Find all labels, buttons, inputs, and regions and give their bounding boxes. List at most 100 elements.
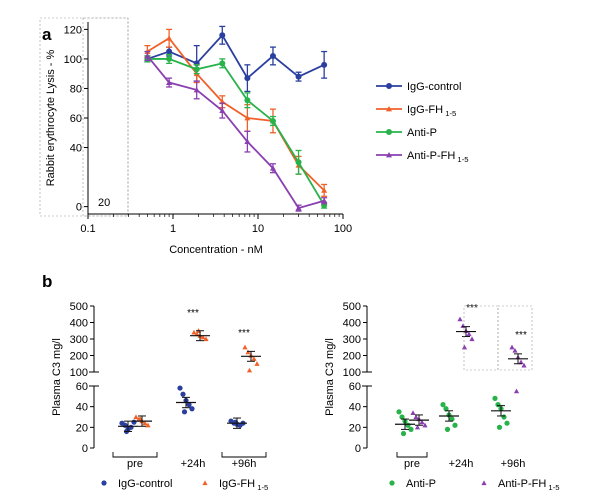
y-tick-label: 40 [76, 402, 88, 414]
panel-b-left-scatter: 100 200 300 400 500 0 20 40 60 Plasma C3 mg/l pre +… [51, 301, 268, 492]
category-label-96h: +96h [501, 458, 526, 470]
data-point [181, 409, 188, 415]
series-line [146, 37, 325, 192]
data-point [180, 391, 186, 397]
y-tick-label: 0 [76, 202, 82, 214]
data-point [408, 426, 414, 432]
data-point [400, 430, 407, 437]
y-tick-label: 400 [70, 318, 88, 330]
legend-label: Anti-P-FH 1-5 [407, 150, 469, 164]
legend-label: IgG-FH 1-5 [407, 104, 456, 118]
y-tick-label: 400 [343, 318, 361, 330]
data-point [518, 359, 524, 365]
data-point [504, 420, 510, 426]
x-tick-label: 0.1 [80, 223, 95, 235]
y-tick-label: 120 [64, 24, 82, 36]
data-point [242, 344, 248, 350]
series-line [146, 55, 325, 210]
data-point [509, 344, 515, 350]
data-point [449, 416, 455, 422]
data-point [191, 329, 197, 335]
data-point [219, 32, 226, 39]
x-axis-label: Concentration - nM [169, 244, 263, 256]
series-line [147, 58, 325, 206]
data-point [422, 422, 428, 428]
y-tick-label: 20 [76, 422, 88, 434]
y-axis-label: Rabbit erythrocyte Lysis - % [45, 50, 57, 187]
selection-frame [463, 305, 499, 371]
data-point [219, 60, 226, 67]
legend-marker [386, 152, 392, 158]
panel-b-right-scatter: 100 200 300 400 500 0 20 40 60 Plasma C3 mg/l pre +… [324, 301, 560, 492]
data-point [166, 55, 173, 62]
legend-marker [386, 129, 392, 135]
y-tick-label: 40 [349, 402, 361, 414]
category-bracket [221, 452, 267, 458]
y-tick-label: 200 [343, 351, 361, 363]
data-point [396, 409, 402, 415]
data-point [166, 48, 173, 55]
data-point [512, 347, 518, 353]
data-point [246, 367, 253, 373]
category-label-pre: pre [404, 458, 420, 470]
data-point [521, 362, 527, 368]
data-point [200, 334, 206, 340]
legend-label: Anti-P [407, 127, 437, 139]
data-point [244, 75, 251, 82]
data-point [219, 107, 226, 114]
data-point [501, 414, 507, 420]
y-tick-label: 0 [82, 443, 88, 455]
data-point [444, 426, 451, 432]
y-tick-label: 80 [70, 83, 82, 95]
data-point [203, 336, 209, 342]
significance-marker: *** [187, 308, 199, 319]
data-point [166, 79, 173, 85]
data-point [461, 344, 468, 350]
category-label-24h: +24h [449, 458, 474, 470]
data-point [177, 385, 183, 391]
legend-marker [386, 106, 392, 112]
category-bracket [396, 452, 428, 458]
data-point [245, 349, 251, 355]
series-anti-p-fh [144, 50, 328, 212]
legend-marker [202, 480, 208, 486]
axis-break-frame [82, 17, 129, 217]
data-point [193, 66, 200, 73]
y-tick-label: 500 [70, 301, 88, 313]
data-point [440, 402, 446, 408]
data-point [321, 187, 328, 193]
data-point [254, 361, 260, 366]
legend-marker [386, 83, 392, 89]
data-point [295, 205, 302, 211]
significance-marker: *** [238, 328, 250, 339]
data-point [419, 419, 425, 425]
y-tick-label: 60 [70, 113, 82, 125]
y-tick-label: 300 [70, 334, 88, 346]
data-point [460, 323, 466, 328]
data-point [269, 52, 276, 59]
data-point [166, 35, 173, 41]
data-point [193, 86, 200, 93]
x-tick-label: 1 [170, 223, 176, 235]
data-point [186, 402, 192, 408]
y-tick-label: 300 [343, 334, 361, 346]
data-point [269, 117, 276, 124]
x-tick-label: 100 [334, 223, 352, 235]
data-point [269, 165, 276, 171]
data-point [321, 197, 328, 204]
x-tick-label: 10 [252, 223, 264, 235]
panel-label-a: a [42, 25, 52, 44]
data-point [189, 406, 195, 412]
y-axis-label: Plasma C3 mg/l [51, 338, 63, 416]
legend-marker [481, 480, 487, 486]
data-point [295, 73, 302, 80]
panel-a-line-chart: 0 40 60 80 100 120 0.1 1 10 100 20 Rabbit erythrocy… [39, 17, 469, 256]
data-point [413, 414, 419, 420]
legend-marker [389, 480, 395, 486]
y-axis-label: Plasma C3 mg/l [324, 338, 336, 416]
data-point [496, 424, 503, 430]
category-label-96h: +96h [232, 458, 257, 470]
data-point [469, 336, 475, 342]
series-anti-p-fh [409, 316, 528, 430]
